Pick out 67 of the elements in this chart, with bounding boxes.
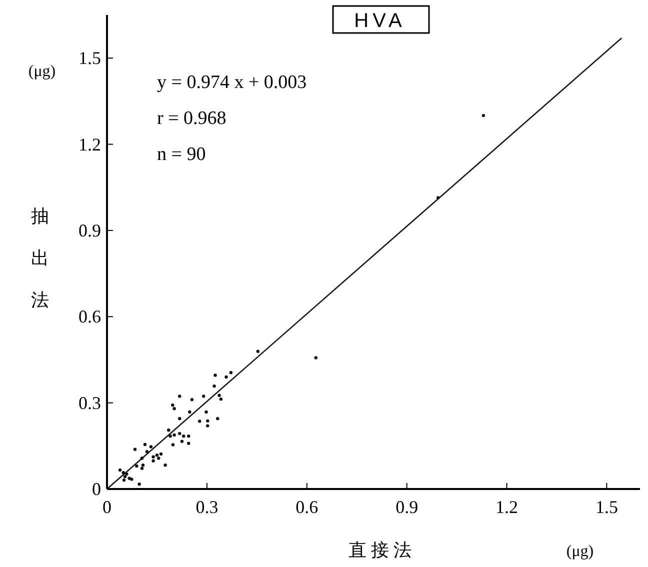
point <box>178 394 182 398</box>
point <box>171 443 175 446</box>
point <box>168 434 172 438</box>
point <box>198 420 202 423</box>
point <box>190 398 194 402</box>
point <box>135 464 138 468</box>
x-tick-label: 0.3 <box>196 497 218 517</box>
point <box>167 428 170 432</box>
annotation: n = 90 <box>157 144 206 165</box>
point <box>206 419 210 423</box>
point <box>149 445 153 448</box>
point <box>187 434 190 438</box>
point <box>138 482 141 486</box>
point <box>171 404 174 407</box>
point <box>206 424 210 428</box>
x-axis-title: 直 接 法 <box>348 540 412 560</box>
point <box>229 371 233 374</box>
point <box>133 448 137 451</box>
point <box>180 440 184 443</box>
y-tick-label: 0.9 <box>78 220 101 240</box>
point <box>130 478 134 481</box>
point <box>157 456 160 460</box>
point <box>188 410 192 414</box>
point <box>164 464 167 467</box>
annotation: r = 0.968 <box>157 108 226 129</box>
text: (μg) <box>28 63 56 80</box>
y-tick-label: 1.5 <box>78 48 101 68</box>
y-tick-label: 0.3 <box>78 392 101 413</box>
point <box>216 417 220 420</box>
point <box>172 433 176 437</box>
point <box>140 466 144 470</box>
text: 抽出法 <box>31 206 49 310</box>
text: (μg) <box>566 543 594 560</box>
point <box>172 406 176 410</box>
x-tick-label: 1.2 <box>496 497 518 517</box>
point <box>218 394 221 397</box>
point <box>118 468 122 472</box>
point <box>314 356 318 360</box>
point <box>178 432 182 436</box>
point <box>214 374 217 377</box>
point <box>145 450 149 454</box>
point <box>224 375 228 379</box>
point <box>204 410 208 414</box>
point <box>159 452 163 456</box>
point <box>178 417 182 420</box>
point <box>152 455 155 458</box>
point <box>202 394 206 398</box>
y-tick-label: 0.6 <box>78 306 101 327</box>
x-tick-label: 1.5 <box>595 497 618 517</box>
y-tick-label: 0 <box>92 479 101 499</box>
x-tick-label: 0.9 <box>396 497 418 517</box>
point <box>123 475 127 478</box>
point <box>122 478 126 482</box>
chart-title: HVA <box>354 10 406 32</box>
point <box>155 454 159 457</box>
point <box>152 459 155 462</box>
point <box>219 397 223 401</box>
point <box>182 434 186 438</box>
point <box>212 384 216 388</box>
point <box>256 350 260 353</box>
annotation: y = 0.974 x + 0.003 <box>157 72 307 93</box>
point <box>141 464 145 467</box>
point <box>143 442 147 446</box>
point <box>187 442 190 445</box>
y-tick-label: 1.2 <box>78 134 101 154</box>
x-tick-label: 0.6 <box>296 497 318 517</box>
point <box>482 114 486 118</box>
